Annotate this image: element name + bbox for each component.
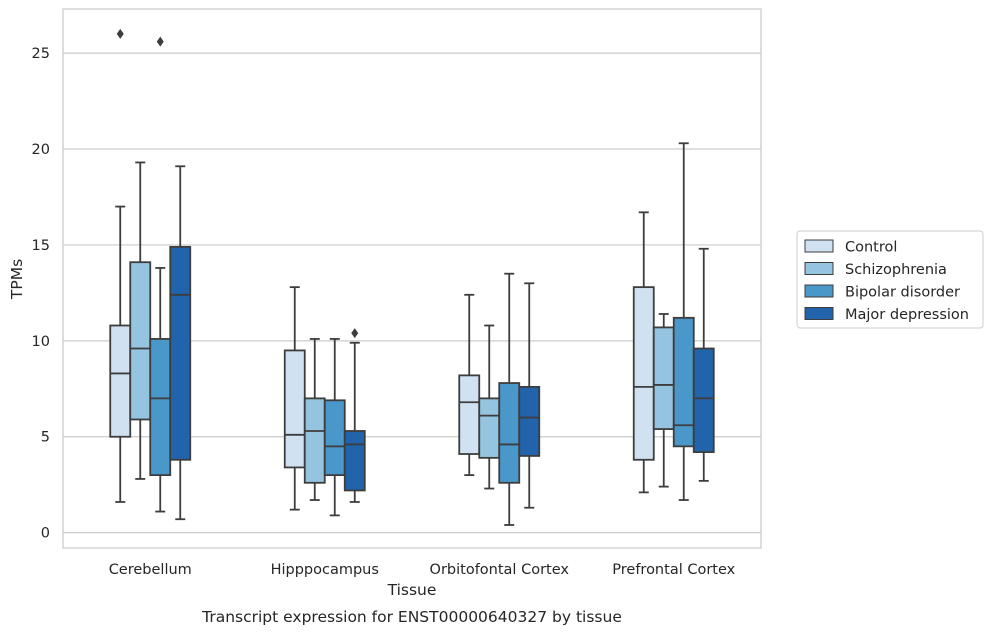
- legend-swatch: [804, 239, 834, 253]
- box-iqr: [109, 324, 132, 438]
- box-bipolar-disorder: [672, 142, 695, 501]
- y-tick-label: 5: [41, 430, 50, 446]
- box-bipolar-disorder: [149, 36, 172, 513]
- legend-label: Major depression: [845, 307, 969, 323]
- legend-frame: [796, 230, 984, 329]
- box-iqr: [692, 347, 715, 453]
- box-major-depression: [692, 247, 715, 482]
- box-schizophrenia: [652, 313, 675, 488]
- box-iqr: [458, 374, 481, 455]
- box-iqr: [283, 349, 306, 469]
- box-major-depression: [343, 328, 366, 503]
- outlier-point: [351, 328, 359, 339]
- box-bipolar-disorder: [323, 338, 346, 517]
- box-control: [109, 28, 132, 503]
- legend-label: Schizophrenia: [845, 262, 947, 278]
- y-tick-label: 10: [32, 334, 50, 350]
- box-iqr: [169, 245, 192, 461]
- box-control: [283, 286, 306, 511]
- box-iqr: [129, 261, 152, 421]
- y-axis-ticks: 0 5 10 15 20 25: [32, 46, 50, 542]
- legend-label: Bipolar disorder: [845, 285, 960, 301]
- x-tick-label: Hipppocampus: [271, 562, 379, 578]
- box-iqr: [518, 385, 541, 457]
- box-iqr: [478, 397, 501, 459]
- box-control: [632, 211, 655, 494]
- plot-frame: [62, 8, 762, 549]
- legend-label: Control: [845, 240, 897, 256]
- box-iqr: [672, 316, 695, 448]
- box-major-depression: [518, 282, 541, 509]
- legend-swatch: [804, 284, 834, 298]
- x-axis-label: Tissue: [387, 581, 437, 599]
- box-iqr: [343, 430, 366, 492]
- y-tick-label: 0: [41, 526, 50, 542]
- box-bipolar-disorder: [498, 272, 521, 526]
- box-schizophrenia: [478, 324, 501, 490]
- y-tick-label: 25: [32, 46, 50, 62]
- box-iqr: [323, 399, 346, 477]
- box-schizophrenia: [129, 161, 152, 480]
- x-tick-label: Cerebellum: [109, 562, 192, 578]
- box-iqr: [652, 326, 675, 430]
- x-tick-label: Prefrontal Cortex: [612, 562, 735, 578]
- chart-caption: Transcript expression for ENST0000064032…: [201, 608, 622, 626]
- y-tick-label: 15: [32, 238, 50, 254]
- box-iqr: [149, 338, 172, 477]
- outlier-point: [156, 36, 164, 47]
- legend-swatch: [804, 307, 834, 320]
- y-axis-label: TPMs: [8, 259, 26, 300]
- x-tick-label: Orbitofontal Cortex: [430, 562, 570, 578]
- x-axis-ticks: Cerebellum Hipppocampus Orbitofontal Corte…: [109, 562, 736, 578]
- legend: Control Schizophrenia Bipolar disorder Majo…: [796, 230, 984, 329]
- box-schizophrenia: [303, 338, 326, 501]
- box-major-depression: [169, 165, 192, 521]
- box-control: [458, 293, 481, 477]
- legend-swatch: [804, 262, 834, 275]
- box-iqr: [303, 397, 326, 484]
- outlier-point: [116, 28, 124, 39]
- box-iqr: [498, 382, 521, 484]
- box-iqr: [632, 286, 655, 461]
- y-tick-label: 20: [32, 142, 50, 158]
- box-plot-area: [109, 28, 715, 526]
